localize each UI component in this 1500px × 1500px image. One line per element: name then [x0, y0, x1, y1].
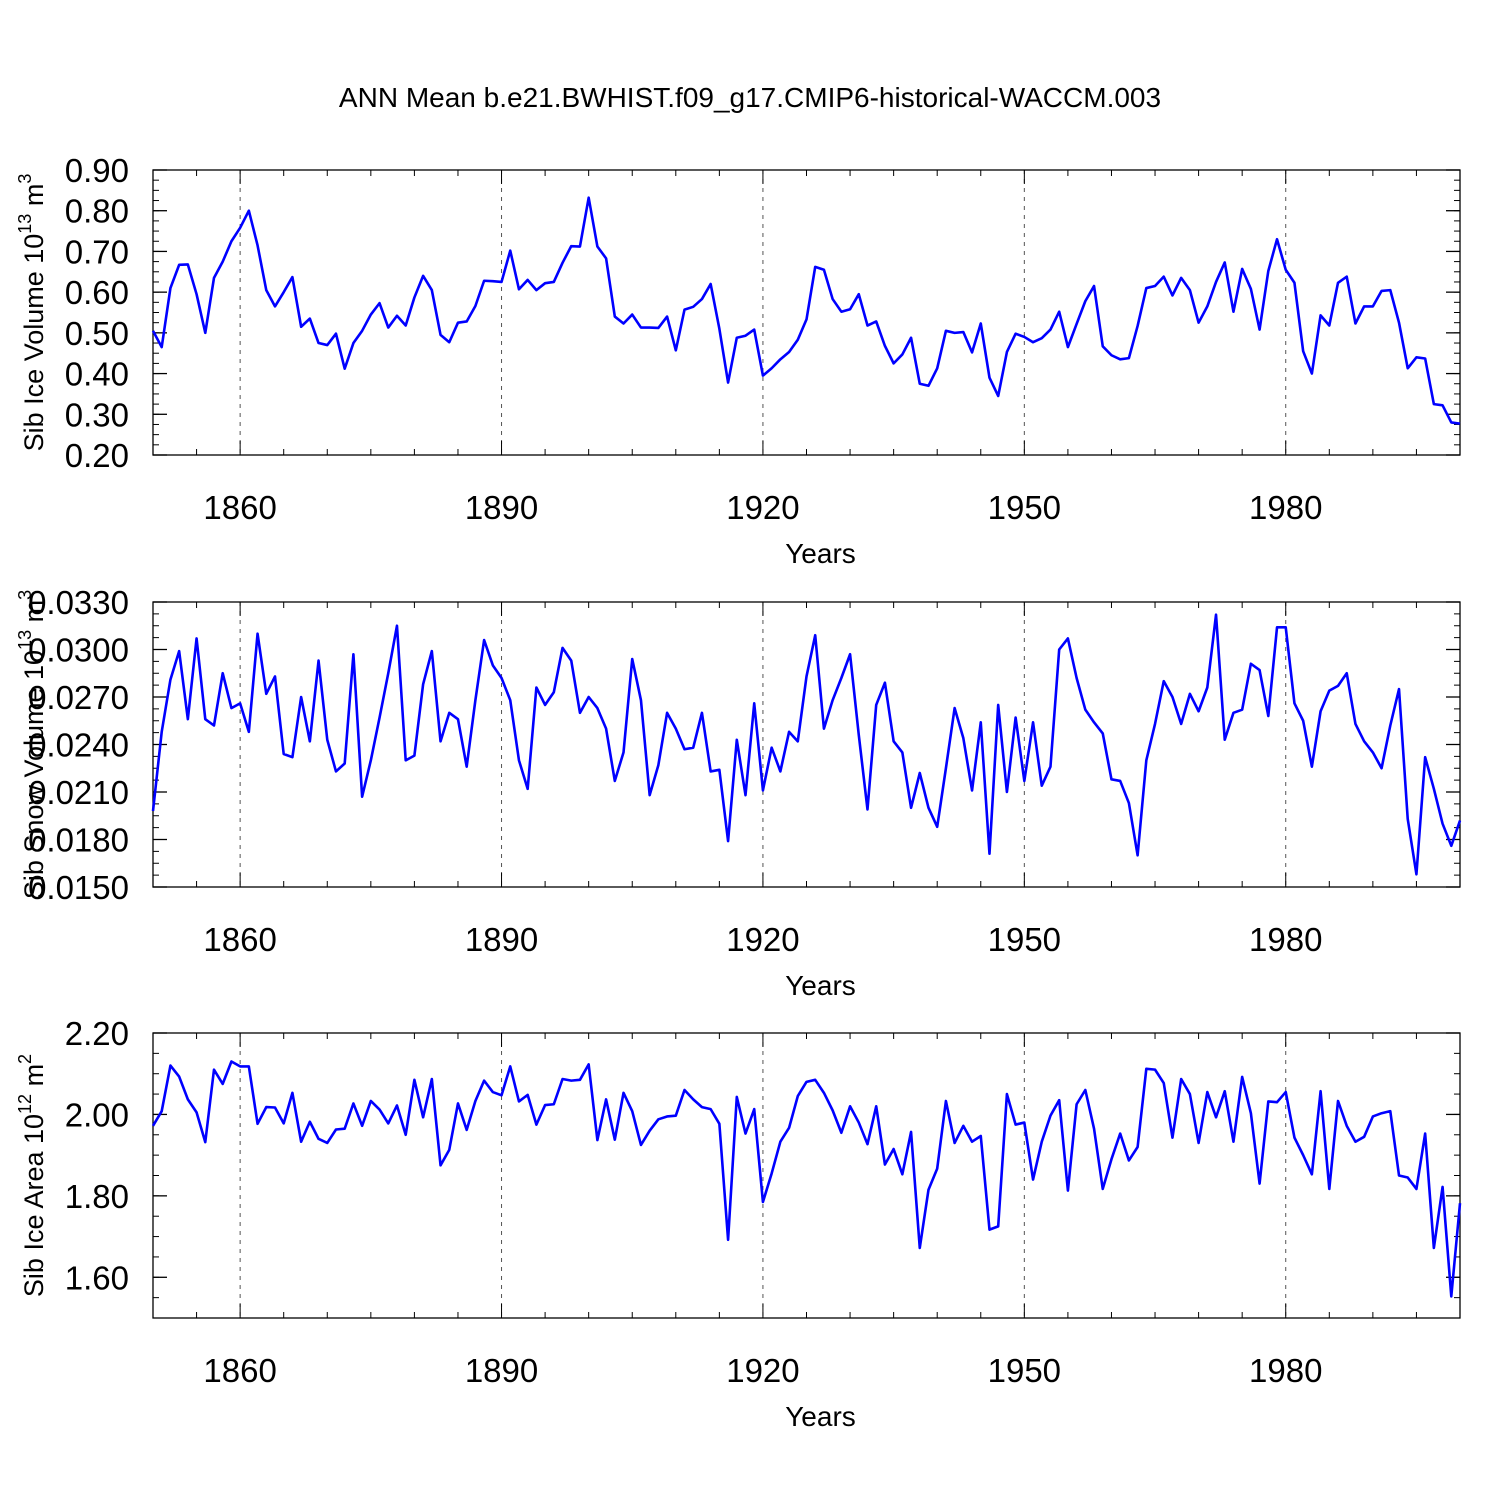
x-tick-label: 1980	[1249, 921, 1322, 958]
series-line	[151, 613, 1462, 876]
plot-frame	[152, 601, 1461, 888]
plot-frame	[152, 169, 1461, 456]
x-tick-label: 1890	[465, 489, 538, 526]
x-tick-label: 1920	[726, 921, 799, 958]
x-axis-label: Years	[785, 970, 856, 1001]
panel-sib-ice-area: 1.60 1.80 2.00 2.20 1860 1890 1920 1950 1980 Year…	[15, 1015, 1462, 1432]
y-tick-label: 2.00	[65, 1096, 129, 1133]
y-tick-label: 0.0150	[28, 869, 129, 906]
x-tick-label: 1920	[726, 489, 799, 526]
y-axis-label: Sib Ice Area 1012 m2	[15, 1054, 49, 1297]
y-tick-label: 0.80	[65, 193, 129, 230]
x-tick-label: 1950	[988, 489, 1061, 526]
y-tick-label: 0.0240	[28, 727, 129, 764]
y-tick-label: 0.0270	[28, 679, 129, 716]
y-tick-label: 0.50	[65, 315, 129, 352]
y-tick-label: 2.20	[65, 1015, 129, 1052]
x-tick-label: 1980	[1249, 1352, 1322, 1389]
y-axis-label: Sib Ice Volume 1013 m3	[15, 174, 49, 452]
x-axis-label: Years	[785, 1401, 856, 1432]
panel-sib-ice-volume: 0.20 0.300.40 0.50 0.60 0.700.80 0.90 1860 1890…	[15, 152, 1461, 569]
figure-title: ANN Mean b.e21.BWHIST.f09_g17.CMIP6-hist…	[339, 82, 1161, 113]
y-tick-label: 1.60	[65, 1259, 129, 1296]
y-tick-label: 0.40	[65, 356, 129, 393]
series-line	[151, 196, 1461, 425]
x-tick-label: 1890	[465, 921, 538, 958]
y-axis-label: Sib Snow Volume 1013 m3	[15, 590, 49, 899]
y-tick-label: 0.0300	[28, 632, 129, 669]
y-tick-label: 0.90	[65, 152, 129, 189]
y-tick-label: 0.0210	[28, 774, 129, 811]
x-tick-label: 1860	[203, 489, 276, 526]
y-tick-label: 1.80	[65, 1178, 129, 1215]
x-axis-label: Years	[785, 538, 856, 569]
y-tick-label: 0.20	[65, 437, 129, 474]
y-tick-label: 0.60	[65, 274, 129, 311]
x-tick-label: 1950	[988, 921, 1061, 958]
y-tick-label: 0.30	[65, 396, 129, 433]
series-line	[151, 1060, 1462, 1298]
y-tick-label: 0.0180	[28, 822, 129, 859]
x-tick-label: 1890	[465, 1352, 538, 1389]
y-tick-label: 0.0330	[28, 584, 129, 621]
y-tick-label: 0.70	[65, 233, 129, 270]
x-tick-label: 1950	[988, 1352, 1061, 1389]
plot-frame	[152, 1032, 1461, 1319]
x-tick-label: 1920	[726, 1352, 799, 1389]
x-tick-label: 1860	[203, 1352, 276, 1389]
x-tick-label: 1860	[203, 921, 276, 958]
panel-sib-snow-volume: 0.0150 0.0180 0.0210 0.0240 0.0270 0.0300 0.03…	[15, 584, 1462, 1001]
x-tick-label: 1980	[1249, 489, 1322, 526]
